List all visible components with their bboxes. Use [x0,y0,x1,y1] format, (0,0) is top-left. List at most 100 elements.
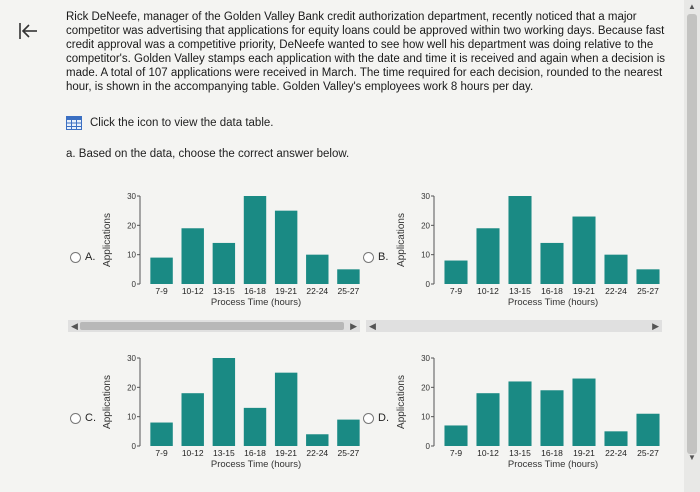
bar-10-12 [181,393,204,446]
y-axis-label: Applications [102,375,113,429]
x-tick-label: 19-21 [275,448,297,458]
x-tick-label: 25-27 [637,286,659,296]
y-tick-label: 0 [132,442,137,451]
scroll-up-icon[interactable]: ▲ [688,2,696,11]
x-tick-label: 25-27 [637,448,659,458]
x-tick-label: 7-9 [155,448,168,458]
x-tick-label: 13-15 [213,448,235,458]
y-tick-label: 20 [421,221,430,230]
bar-22-24 [604,431,628,446]
bar-10-12 [181,228,204,284]
x-tick-label: 13-15 [509,448,531,458]
x-tick-label: 13-15 [213,286,235,296]
data-table-link[interactable]: Click the icon to view the data table. [66,116,273,130]
scrollbar-option-b[interactable]: ◀ ▶ [366,320,662,332]
scrollbar-thumb[interactable] [80,322,344,330]
x-tick-label: 13-15 [509,286,531,296]
y-tick-label: 30 [421,192,430,201]
bar-16-18 [540,390,564,446]
x-tick-label: 7-9 [450,448,463,458]
y-tick-label: 0 [426,442,431,451]
x-tick-label: 25-27 [338,448,360,458]
bar-22-24 [306,254,329,284]
option-c[interactable]: C. [70,412,96,424]
x-tick-label: 16-18 [541,448,563,458]
x-axis-label: Process Time (hours) [211,459,301,470]
x-axis-label: Process Time (hours) [211,297,301,308]
scroll-left-icon[interactable]: ◀ [71,321,78,331]
chart-option-d: Applications 0 10 20 30 7-9 10-12 13-15 16-18 19-… [396,354,660,470]
back-arrow-icon[interactable] [18,22,38,40]
page-scrollbar[interactable]: ▲ ▼ [684,0,700,492]
bar-25-27 [636,269,660,284]
bar-10-12 [476,228,500,284]
bar-13-15 [212,242,236,284]
bar-16-18 [243,196,267,284]
x-tick-label: 10-12 [477,286,499,296]
question-prompt: a. Based on the data, choose the correct… [66,148,350,160]
bar-13-15 [508,381,532,446]
option-a[interactable]: A. [70,251,95,263]
scroll-down-icon[interactable]: ▼ [688,453,696,462]
option-c-radio[interactable] [70,412,81,424]
x-tick-label: 25-27 [338,286,360,296]
y-axis-label: Applications [396,213,407,267]
bar-25-27 [337,269,360,284]
x-tick-label: 19-21 [275,286,297,296]
bar-7-9 [444,260,468,284]
bar-19-21 [572,378,596,446]
x-axis-label: Process Time (hours) [508,297,598,308]
bar-7-9 [150,422,173,446]
bar-13-15 [212,358,236,446]
x-tick-label: 22-24 [306,448,328,458]
bar-7-9 [444,425,468,446]
bar-25-27 [337,419,360,446]
x-tick-label: 22-24 [306,286,328,296]
scroll-right-icon[interactable]: ▶ [350,321,357,331]
x-tick-label: 16-18 [244,448,266,458]
page-scrollbar-thumb[interactable] [687,14,697,454]
bar-16-18 [243,407,267,446]
option-c-label: C. [85,412,96,424]
x-tick-label: 7-9 [450,286,463,296]
scrollbar-option-a[interactable]: ◀ ▶ [68,320,360,332]
x-tick-label: 10-12 [182,286,204,296]
y-tick-label: 30 [127,354,136,363]
x-tick-label: 22-24 [605,448,627,458]
y-tick-label: 30 [127,192,136,201]
option-d[interactable]: D. [363,412,389,424]
bar-22-24 [604,254,628,284]
y-axis-label: Applications [396,375,407,429]
option-a-label: A. [85,251,96,263]
y-tick-label: 10 [127,413,136,422]
option-b-label: B. [378,251,389,263]
bar-19-21 [274,372,298,446]
x-tick-label: 10-12 [182,448,204,458]
scroll-right-icon[interactable]: ▶ [652,321,659,331]
bar-19-21 [572,216,596,284]
bar-25-27 [636,413,660,446]
bar-22-24 [306,434,329,446]
y-tick-label: 20 [127,383,136,392]
y-tick-label: 0 [426,280,431,289]
option-d-radio[interactable] [363,412,374,424]
x-tick-label: 19-21 [573,286,595,296]
option-b-radio[interactable] [363,251,374,263]
y-tick-label: 30 [421,354,430,363]
y-tick-label: 20 [127,221,136,230]
table-grid-icon[interactable] [66,116,82,130]
option-a-radio[interactable] [70,251,81,263]
x-tick-label: 19-21 [573,448,595,458]
y-axis-label: Applications [102,213,113,267]
chart-option-a: Applications 0 10 20 30 7-9 10-12 13-15 16-18 19-… [102,192,360,308]
y-tick-label: 0 [132,280,137,289]
data-table-link-text[interactable]: Click the icon to view the data table. [90,117,274,129]
option-b[interactable]: B. [363,251,388,263]
x-axis-label: Process Time (hours) [508,459,598,470]
bar-16-18 [540,242,564,284]
y-tick-label: 10 [127,251,136,260]
y-tick-label: 20 [421,383,430,392]
bar-19-21 [274,210,298,284]
y-tick-label: 10 [421,251,430,260]
scroll-left-icon[interactable]: ◀ [369,321,376,331]
